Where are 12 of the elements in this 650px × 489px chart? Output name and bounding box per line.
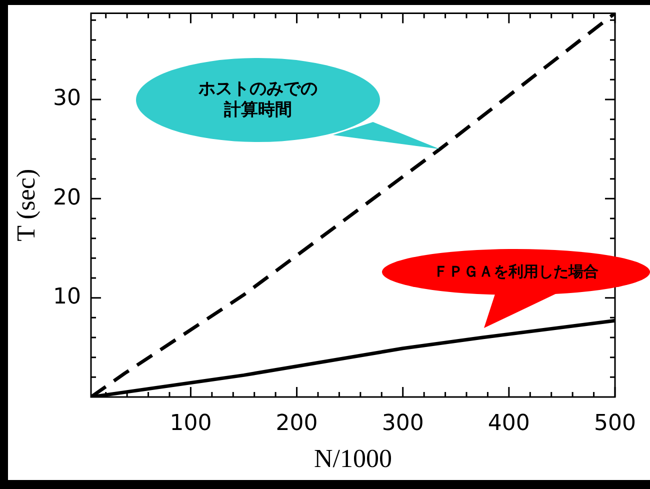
y-tick-label: 30 xyxy=(53,86,81,112)
x-axis-title: N/1000 xyxy=(314,444,392,474)
y-tick-label: 10 xyxy=(53,284,81,310)
x-tick-label: 100 xyxy=(170,410,212,436)
annotation: ＦＰＧＡを利用した場合 xyxy=(432,262,600,282)
y-tick-label: 20 xyxy=(53,185,81,210)
x-tick-label: 400 xyxy=(488,410,530,436)
x-tick-label: 500 xyxy=(594,410,636,436)
annotation: ホストのみでの計算時間 xyxy=(198,78,318,122)
x-tick-label: 200 xyxy=(276,410,318,436)
y-axis-title: T (sec) xyxy=(11,168,40,242)
x-tick-label: 300 xyxy=(382,410,424,436)
